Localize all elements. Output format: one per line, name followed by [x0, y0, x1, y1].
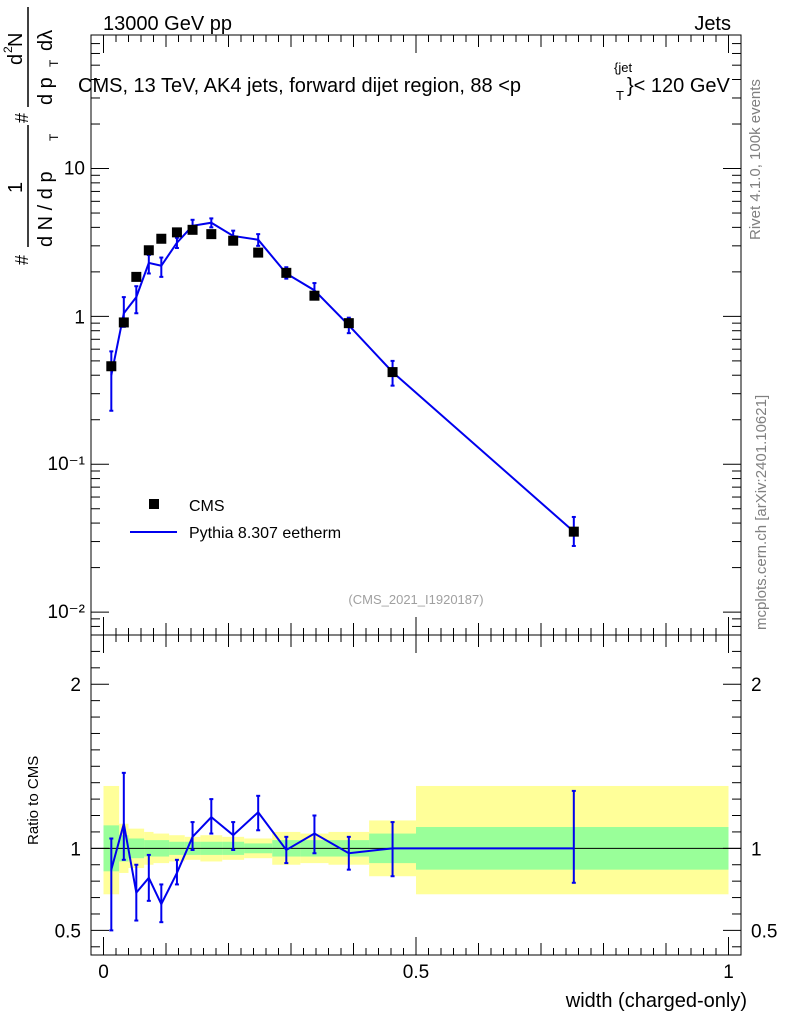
main-ytick-label: 1 — [74, 307, 85, 328]
main-panel-frame — [90, 34, 742, 636]
ratio-ytick-label-right: 2 — [751, 675, 762, 696]
cms-data-point — [228, 235, 239, 246]
plot-title-superscript: {jet — [614, 60, 632, 75]
main-y-axis-label: # 1 d N / d p T # d 2 N d p T dλ — [1, 7, 61, 265]
cms-data-point — [387, 367, 398, 378]
ratio-xtick-label: 0.5 — [403, 962, 429, 983]
plot-title: CMS, 13 TeV, AK4 jets, forward dijet reg… — [78, 75, 521, 97]
ylabel-dpt-sub: T — [47, 59, 61, 67]
ratio-ytick-label-right: 0.5 — [751, 921, 777, 942]
x-axis-label: width (charged-only) — [565, 990, 747, 1012]
ylabel-squared: 2 — [1, 46, 15, 53]
ylabel-n: N — [5, 33, 27, 47]
plot-title-subscript: T — [616, 88, 624, 103]
ratio-ytick-label-left: 2 — [70, 675, 81, 696]
mc-ratio-series — [109, 771, 576, 932]
energy-label: 13000 GeV pp — [103, 13, 232, 35]
cms-data-point — [187, 224, 198, 235]
ylabel-hash-1: # — [12, 255, 32, 265]
cms-data-point — [143, 245, 154, 256]
ylabel-dn-dpt-sub: T — [47, 133, 61, 141]
legend: CMS Pythia 8.307 eetherm — [130, 498, 341, 542]
legend-cms-marker — [149, 499, 159, 509]
ratio-xtick-label: 1 — [723, 962, 734, 983]
ratio-ytick-label-left: 0.5 — [55, 921, 81, 942]
cms-data-point — [206, 229, 217, 240]
ratio-uncertainty-bands — [103, 785, 729, 895]
ratio-xtick-label: 0 — [98, 962, 109, 983]
main-ytick-label: 10⁻² — [48, 602, 86, 623]
cms-data-point — [118, 317, 129, 328]
mc-main-series — [109, 217, 576, 547]
cms-data-point — [106, 361, 117, 372]
ratio-axis-ticks: 0.5 0.5 1 1 2 2 0 0.5 1 — [55, 635, 777, 983]
cms-data-point — [281, 267, 292, 278]
plot-title-end: }< 120 GeV — [627, 75, 731, 97]
analysis-watermark: (CMS_2021_I1920187) — [348, 592, 483, 607]
ylabel-dn-dpt: d N / d p — [35, 171, 57, 247]
ylabel-dlambda: dλ — [35, 30, 57, 51]
cms-data-point — [568, 526, 579, 537]
ylabel-d: d — [5, 54, 27, 65]
category-label: Jets — [694, 13, 731, 35]
ratio-ytick-label-right: 1 — [751, 839, 762, 860]
cms-data-point — [253, 247, 264, 258]
cms-data-point — [156, 233, 167, 244]
ylabel-one: 1 — [5, 182, 27, 193]
legend-cms-label: CMS — [189, 498, 225, 515]
cms-data-series — [106, 224, 579, 537]
ylabel-hash-2: # — [12, 113, 32, 123]
ylabel-dpt: d p — [35, 77, 57, 105]
legend-mc-label: Pythia 8.307 eetherm — [189, 525, 341, 542]
cms-data-point — [131, 271, 142, 282]
mcplots-label: mcplots.cern.ch [arXiv:2401.10621] — [753, 395, 770, 630]
main-axis-ticks: 10⁻² 10⁻¹ 1 10 — [48, 34, 741, 636]
cms-data-point — [171, 227, 182, 238]
ratio-ytick-label-left: 1 — [70, 839, 81, 860]
main-ytick-label: 10⁻¹ — [48, 454, 86, 475]
ratio-y-axis-label: Ratio to CMS — [25, 756, 42, 845]
cms-data-point — [309, 290, 320, 301]
rivet-label: Rivet 4.1.0, 100k events — [747, 79, 764, 240]
mc-main-line — [110, 221, 575, 533]
cms-data-point — [343, 318, 354, 329]
main-ytick-label: 10 — [64, 159, 85, 180]
